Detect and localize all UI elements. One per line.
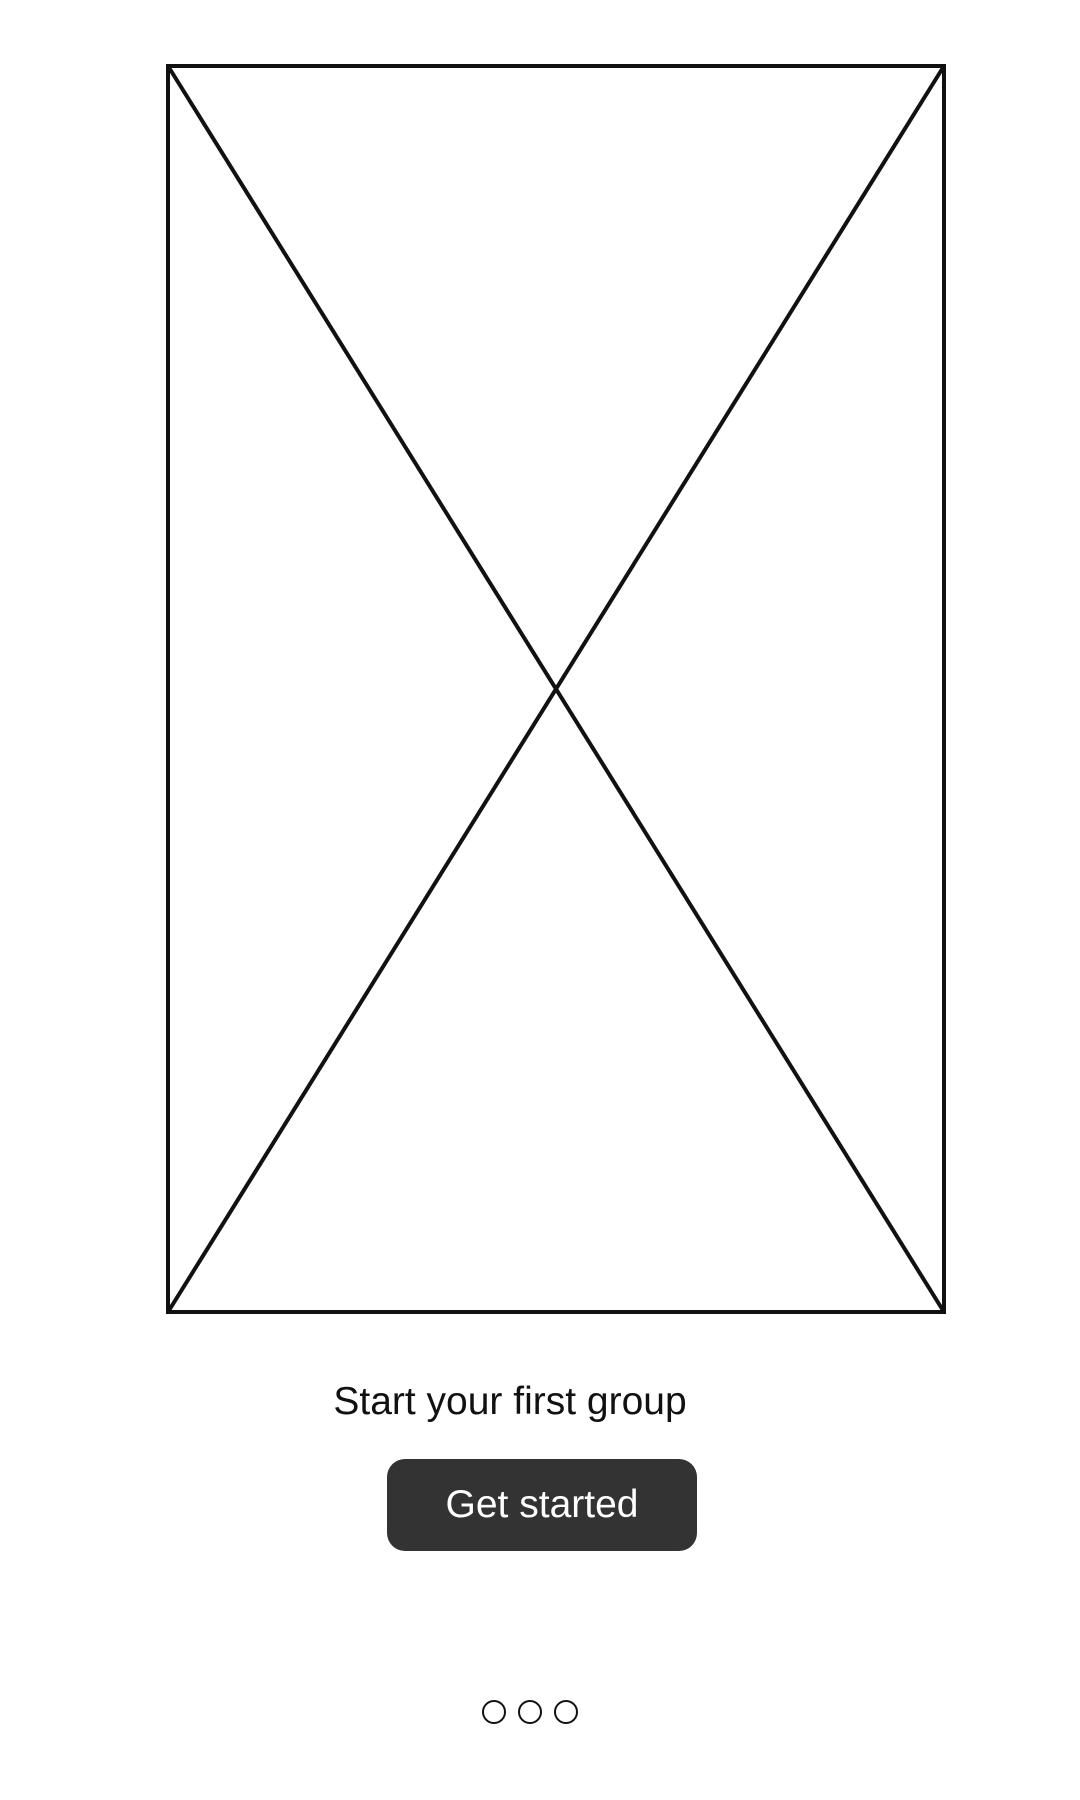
placeholder-frame <box>166 64 946 1314</box>
image-placeholder-graphic <box>166 64 946 1314</box>
page-dot-2[interactable] <box>518 1700 542 1724</box>
image-placeholder-icon <box>166 64 946 1314</box>
onboarding-headline: Start your first group <box>333 1380 687 1423</box>
get-started-button[interactable]: Get started <box>387 1459 697 1551</box>
page-indicator <box>0 1700 1060 1724</box>
placeholder-diagonal-2 <box>166 64 946 1314</box>
page-dot-3[interactable] <box>554 1700 578 1724</box>
page-dot-1[interactable] <box>482 1700 506 1724</box>
